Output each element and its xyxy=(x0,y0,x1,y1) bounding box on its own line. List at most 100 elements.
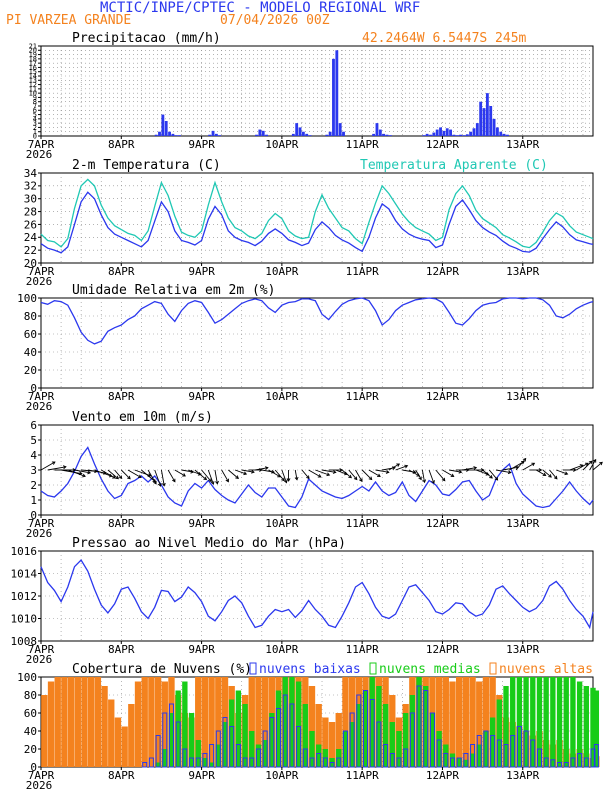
cloud-low-bar xyxy=(342,730,348,768)
x-tick-label: 9APR xyxy=(188,138,215,151)
x-tick-label: 13APR xyxy=(506,643,539,656)
wind-vector-head xyxy=(235,475,239,479)
y-tick-label: 1 xyxy=(30,494,37,507)
cloud-low-bar xyxy=(593,744,599,768)
cloud-mid-bar xyxy=(235,690,242,767)
wind-vector xyxy=(201,469,212,482)
x-tick-label: 7APR xyxy=(28,138,55,151)
cloud-low-bar xyxy=(570,757,576,768)
cloud-mid-bar xyxy=(503,686,509,767)
y-tick-label: 0 xyxy=(33,132,37,140)
x-tick-label: 11APR xyxy=(346,517,379,530)
wind-vector-head xyxy=(157,482,162,487)
y-tick-label: 80 xyxy=(24,689,37,702)
panel-title-precipitation: Precipitacao (mm/h) xyxy=(72,31,221,46)
precip-bar xyxy=(485,93,489,136)
wind-vector-head xyxy=(112,475,116,479)
cloud-low-bar xyxy=(403,748,409,768)
precip-bar xyxy=(432,132,436,136)
wind-vector xyxy=(421,469,425,483)
cloud-high-bar xyxy=(322,717,329,767)
cloud-mid-bar xyxy=(202,758,208,767)
humidity-line xyxy=(40,297,594,345)
wind-vector-head xyxy=(385,470,390,474)
precip-bar xyxy=(422,135,426,136)
panel-title-cloud-cover: Cobertura de Nuvens (%) xyxy=(72,662,252,677)
y-tick-label: 2 xyxy=(30,479,37,492)
wind-vector xyxy=(341,469,352,479)
y-tick-label: 20 xyxy=(29,47,37,55)
precip-bar xyxy=(168,131,171,136)
cloud-mid-bar xyxy=(249,731,255,767)
cloud-low-bar xyxy=(329,762,335,768)
wind-vector xyxy=(228,469,239,479)
cloud-mid-bar xyxy=(376,686,382,767)
x-tick-label: 11APR xyxy=(346,643,379,656)
panel-frame-precipitation xyxy=(40,45,594,137)
y-tick-label: 15 xyxy=(29,68,37,76)
x-tick-label: 9APR xyxy=(188,769,215,782)
cloud-mid-bar xyxy=(362,690,369,767)
precip-bar xyxy=(218,135,222,136)
wind-vector-head xyxy=(392,466,396,471)
precip-bar xyxy=(265,134,268,136)
cloud-mid-bar xyxy=(269,713,275,767)
precip-bar xyxy=(499,131,503,136)
cloud-low-bar xyxy=(282,694,288,768)
wind-vector-head xyxy=(264,466,269,471)
wind-vector-head xyxy=(51,461,56,465)
cloud-low-bar xyxy=(536,748,542,768)
precip-bar xyxy=(154,134,158,136)
y-tick-label: 0 xyxy=(30,761,37,774)
y-tick-label: 1 xyxy=(33,128,37,136)
wind-vector-head xyxy=(522,457,527,462)
cloud-mid-bar xyxy=(195,740,201,767)
cloud-low-bar xyxy=(476,735,482,768)
y-tick-label: 20 xyxy=(24,743,37,756)
x-tick-label: 10APR xyxy=(265,138,298,151)
cloud-mid-bar xyxy=(556,677,563,767)
wind-vector xyxy=(120,469,131,480)
cloud-low-bar xyxy=(409,712,415,768)
panel-frame-humidity xyxy=(40,297,594,389)
wind-vector xyxy=(281,469,287,483)
x-tick-label: 8APR xyxy=(108,769,135,782)
wind-vector xyxy=(361,469,373,480)
precip-bar xyxy=(455,135,459,136)
wind-vector xyxy=(181,469,194,473)
x-tick-label: 13APR xyxy=(506,265,539,278)
wind-vector xyxy=(315,469,330,476)
precip-bar xyxy=(158,131,161,136)
wind-vector-head xyxy=(286,478,291,482)
wind-vector xyxy=(241,469,255,473)
precip-bar xyxy=(449,129,452,136)
x-tick-label: 13APR xyxy=(506,138,539,151)
wind-vector-head xyxy=(377,473,381,478)
cloud-low-bar xyxy=(168,703,174,768)
cloud-low-bar xyxy=(296,726,302,768)
cloud-low-bar xyxy=(215,730,221,768)
cloud-mid-bar xyxy=(469,753,476,767)
cloud-low-bar xyxy=(322,757,328,768)
y-tick-label: 100 xyxy=(17,671,37,684)
legend-label: nuvens medias xyxy=(379,662,481,677)
cloud-low-bar xyxy=(255,748,261,768)
cloud-mid-bar xyxy=(282,677,288,767)
y-tick-label: 2 xyxy=(33,124,37,132)
cloud-low-bar xyxy=(229,726,235,768)
wind-vector-head xyxy=(450,473,455,478)
cloud-low-bar xyxy=(195,757,201,768)
x-tick-label: 12APR xyxy=(426,517,459,530)
wind-vector xyxy=(67,469,86,477)
cloud-low-bar xyxy=(155,735,161,768)
precip-bar xyxy=(472,128,476,136)
y-tick-label: 6 xyxy=(33,107,37,115)
cloud-low-bar xyxy=(235,744,241,768)
precip-bar xyxy=(482,108,486,136)
cloud-mid-bar xyxy=(275,690,282,767)
precip-bar xyxy=(506,134,509,136)
precip-bar xyxy=(332,58,335,136)
cloud-high-bar xyxy=(248,677,255,767)
cloud-high-bar xyxy=(161,681,168,767)
wind-vector xyxy=(207,469,214,485)
